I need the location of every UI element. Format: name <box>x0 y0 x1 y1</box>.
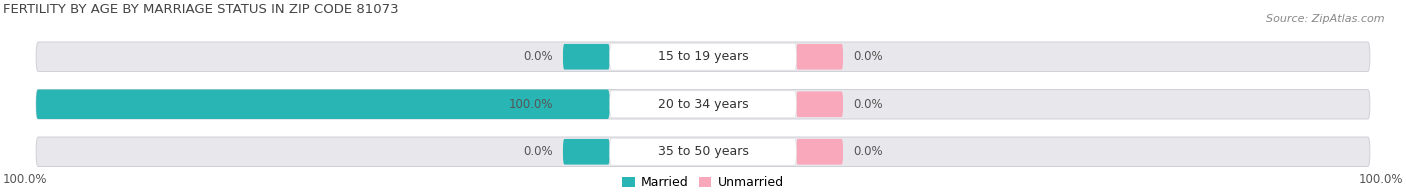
FancyBboxPatch shape <box>37 42 1369 72</box>
FancyBboxPatch shape <box>562 139 610 165</box>
FancyBboxPatch shape <box>562 91 610 117</box>
Text: 0.0%: 0.0% <box>853 98 883 111</box>
Text: 0.0%: 0.0% <box>853 50 883 63</box>
FancyBboxPatch shape <box>562 44 610 70</box>
Text: Source: ZipAtlas.com: Source: ZipAtlas.com <box>1267 14 1385 24</box>
Text: 0.0%: 0.0% <box>523 145 553 158</box>
Text: 0.0%: 0.0% <box>853 145 883 158</box>
FancyBboxPatch shape <box>796 91 844 117</box>
Text: 20 to 34 years: 20 to 34 years <box>658 98 748 111</box>
Text: 15 to 19 years: 15 to 19 years <box>658 50 748 63</box>
FancyBboxPatch shape <box>37 90 1369 119</box>
Text: 100.0%: 100.0% <box>509 98 553 111</box>
FancyBboxPatch shape <box>796 44 844 70</box>
FancyBboxPatch shape <box>610 91 796 118</box>
Text: FERTILITY BY AGE BY MARRIAGE STATUS IN ZIP CODE 81073: FERTILITY BY AGE BY MARRIAGE STATUS IN Z… <box>3 3 398 16</box>
Text: 100.0%: 100.0% <box>1358 173 1403 186</box>
Text: 100.0%: 100.0% <box>3 173 48 186</box>
FancyBboxPatch shape <box>610 138 796 165</box>
FancyBboxPatch shape <box>610 44 796 70</box>
Legend: Married, Unmarried: Married, Unmarried <box>617 172 789 194</box>
FancyBboxPatch shape <box>37 137 1369 166</box>
Text: 35 to 50 years: 35 to 50 years <box>658 145 748 158</box>
Text: 0.0%: 0.0% <box>523 50 553 63</box>
FancyBboxPatch shape <box>37 90 610 119</box>
FancyBboxPatch shape <box>796 139 844 165</box>
